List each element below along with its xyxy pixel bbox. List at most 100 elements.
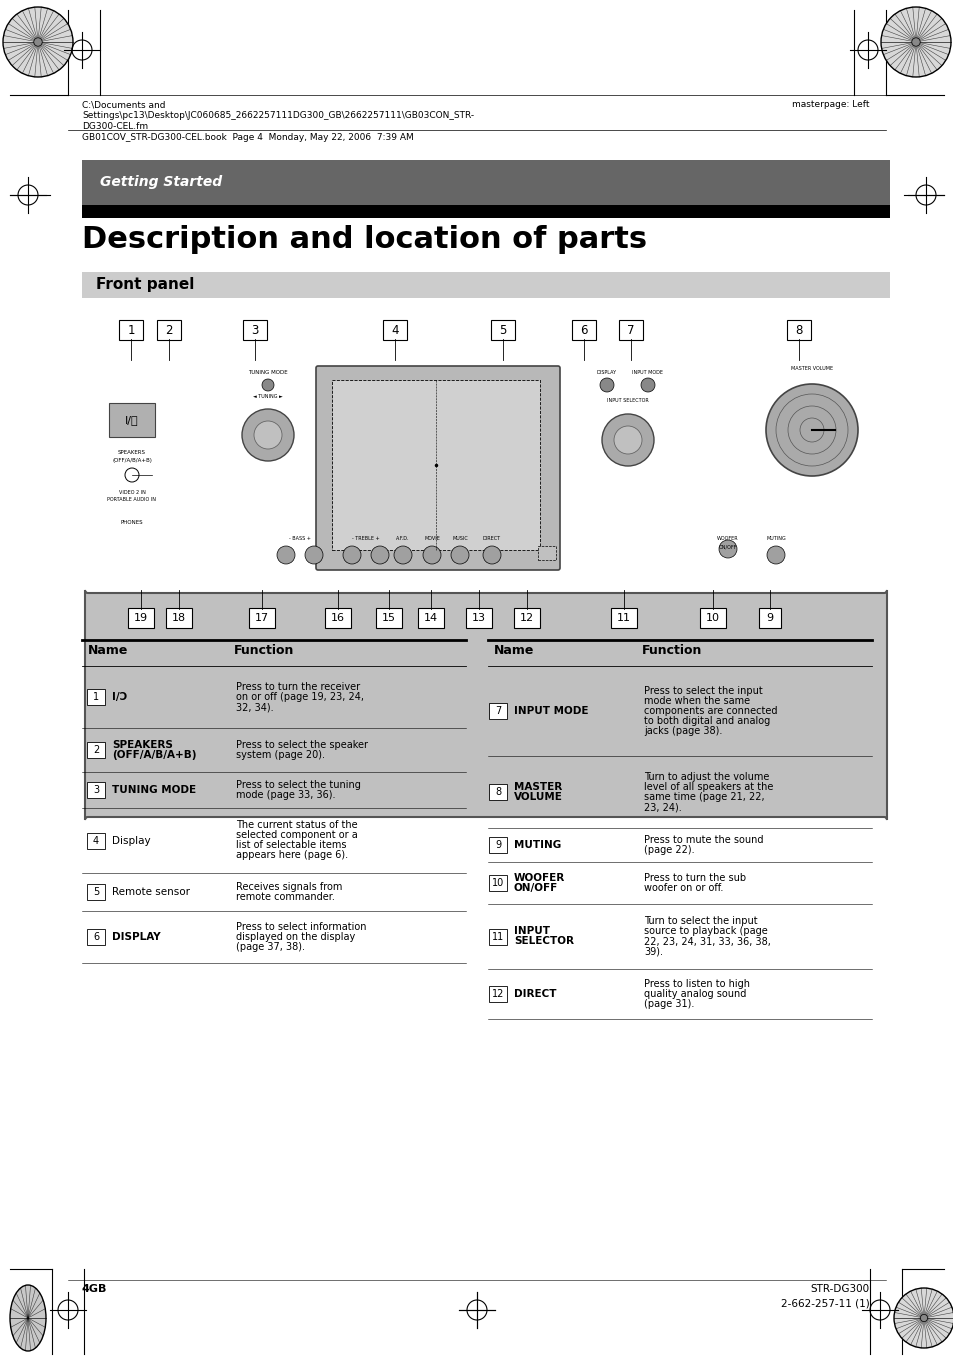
FancyBboxPatch shape <box>249 608 274 627</box>
Text: 12: 12 <box>492 989 503 998</box>
FancyBboxPatch shape <box>489 986 506 1003</box>
FancyBboxPatch shape <box>109 402 154 436</box>
Text: MUSIC: MUSIC <box>452 536 467 540</box>
Text: DISPLAY: DISPLAY <box>597 370 617 375</box>
Text: Press to select information: Press to select information <box>235 922 366 932</box>
FancyBboxPatch shape <box>315 366 559 570</box>
Circle shape <box>765 385 857 476</box>
Text: 7: 7 <box>495 707 500 716</box>
Text: I/Ɔ: I/Ɔ <box>112 692 127 702</box>
FancyBboxPatch shape <box>759 608 781 627</box>
Text: Turn to select the input: Turn to select the input <box>643 917 757 926</box>
Text: quality analog sound: quality analog sound <box>643 989 745 998</box>
Text: level of all speakers at the: level of all speakers at the <box>643 782 773 792</box>
Text: DIRECT: DIRECT <box>514 989 556 998</box>
Text: Press to turn the receiver: Press to turn the receiver <box>235 682 359 692</box>
Text: 6: 6 <box>579 323 587 337</box>
Text: 3: 3 <box>251 323 258 337</box>
Circle shape <box>343 546 360 563</box>
FancyBboxPatch shape <box>786 321 810 340</box>
FancyBboxPatch shape <box>610 608 637 627</box>
Text: I/⏻: I/⏻ <box>125 415 139 426</box>
FancyBboxPatch shape <box>87 689 105 705</box>
Circle shape <box>305 546 323 563</box>
Circle shape <box>33 38 42 46</box>
Text: MASTER: MASTER <box>514 782 561 792</box>
Text: 6: 6 <box>92 932 99 943</box>
Bar <box>82 205 889 218</box>
Text: Receives signals from: Receives signals from <box>235 883 342 892</box>
FancyBboxPatch shape <box>87 832 105 848</box>
Text: Press to listen to high: Press to listen to high <box>643 979 749 989</box>
Text: 5: 5 <box>92 887 99 898</box>
FancyBboxPatch shape <box>489 874 506 891</box>
FancyBboxPatch shape <box>119 321 143 340</box>
Text: TUNING MODE: TUNING MODE <box>248 370 288 375</box>
Text: 5: 5 <box>498 323 506 337</box>
Text: Getting Started: Getting Started <box>100 175 222 190</box>
Text: 9: 9 <box>495 840 500 850</box>
Text: 16: 16 <box>331 612 345 623</box>
Text: 8: 8 <box>495 787 500 797</box>
FancyBboxPatch shape <box>489 929 506 944</box>
Text: 2: 2 <box>92 745 99 756</box>
Circle shape <box>262 379 274 391</box>
Text: 11: 11 <box>492 932 503 941</box>
Text: mode when the same: mode when the same <box>643 696 749 707</box>
FancyBboxPatch shape <box>489 784 506 801</box>
Text: system (page 20).: system (page 20). <box>235 750 325 760</box>
Circle shape <box>601 415 654 466</box>
Text: STR-DG300: STR-DG300 <box>810 1284 869 1294</box>
Text: - BASS +: - BASS + <box>289 536 311 540</box>
Text: Function: Function <box>641 644 701 657</box>
Circle shape <box>614 426 641 454</box>
Text: Name: Name <box>88 644 129 657</box>
Text: on or off (page 19, 23, 24,: on or off (page 19, 23, 24, <box>235 692 364 702</box>
Text: (OFF/A/B/A+B): (OFF/A/B/A+B) <box>112 750 196 760</box>
FancyBboxPatch shape <box>618 321 642 340</box>
FancyBboxPatch shape <box>537 546 556 561</box>
Text: INPUT MODE: INPUT MODE <box>632 370 662 375</box>
Circle shape <box>3 7 73 76</box>
Text: 14: 14 <box>423 612 437 623</box>
Text: INPUT MODE: INPUT MODE <box>514 707 588 716</box>
Text: source to playback (page: source to playback (page <box>643 926 767 937</box>
Text: Name: Name <box>494 644 534 657</box>
Text: 13: 13 <box>472 612 485 623</box>
FancyBboxPatch shape <box>243 321 267 340</box>
Text: MASTER VOLUME: MASTER VOLUME <box>790 366 832 371</box>
FancyBboxPatch shape <box>85 591 886 820</box>
Circle shape <box>719 540 737 558</box>
Bar <box>82 271 889 297</box>
Text: 12: 12 <box>519 612 534 623</box>
Text: appears here (page 6).: appears here (page 6). <box>235 851 348 861</box>
Text: 10: 10 <box>492 878 503 888</box>
FancyBboxPatch shape <box>157 321 181 340</box>
Text: SELECTOR: SELECTOR <box>514 937 574 947</box>
Text: WOOFER: WOOFER <box>717 536 738 540</box>
FancyBboxPatch shape <box>128 608 153 627</box>
Text: 1: 1 <box>127 323 134 337</box>
Text: 2-662-257-11 (1): 2-662-257-11 (1) <box>781 1299 869 1308</box>
Text: (page 31).: (page 31). <box>643 998 694 1009</box>
Text: DISPLAY: DISPLAY <box>112 932 160 943</box>
Text: 2: 2 <box>165 323 172 337</box>
Text: SPEAKERS: SPEAKERS <box>112 741 172 750</box>
Text: Remote sensor: Remote sensor <box>112 887 190 898</box>
Text: The current status of the: The current status of the <box>235 821 357 831</box>
Bar <box>82 160 889 205</box>
Text: ◄ TUNING ►: ◄ TUNING ► <box>253 393 283 398</box>
Text: - TREBLE +: - TREBLE + <box>352 536 379 540</box>
FancyBboxPatch shape <box>514 608 539 627</box>
Text: 23, 24).: 23, 24). <box>643 802 681 812</box>
FancyBboxPatch shape <box>87 782 105 798</box>
Text: 9: 9 <box>765 612 773 623</box>
Text: Display: Display <box>112 836 151 846</box>
Circle shape <box>640 378 655 391</box>
Text: 4GB: 4GB <box>82 1284 108 1294</box>
Text: Front panel: Front panel <box>96 277 194 292</box>
FancyBboxPatch shape <box>382 321 407 340</box>
Text: WOOFER: WOOFER <box>514 873 565 883</box>
FancyBboxPatch shape <box>417 608 443 627</box>
Text: woofer on or off.: woofer on or off. <box>643 883 722 893</box>
